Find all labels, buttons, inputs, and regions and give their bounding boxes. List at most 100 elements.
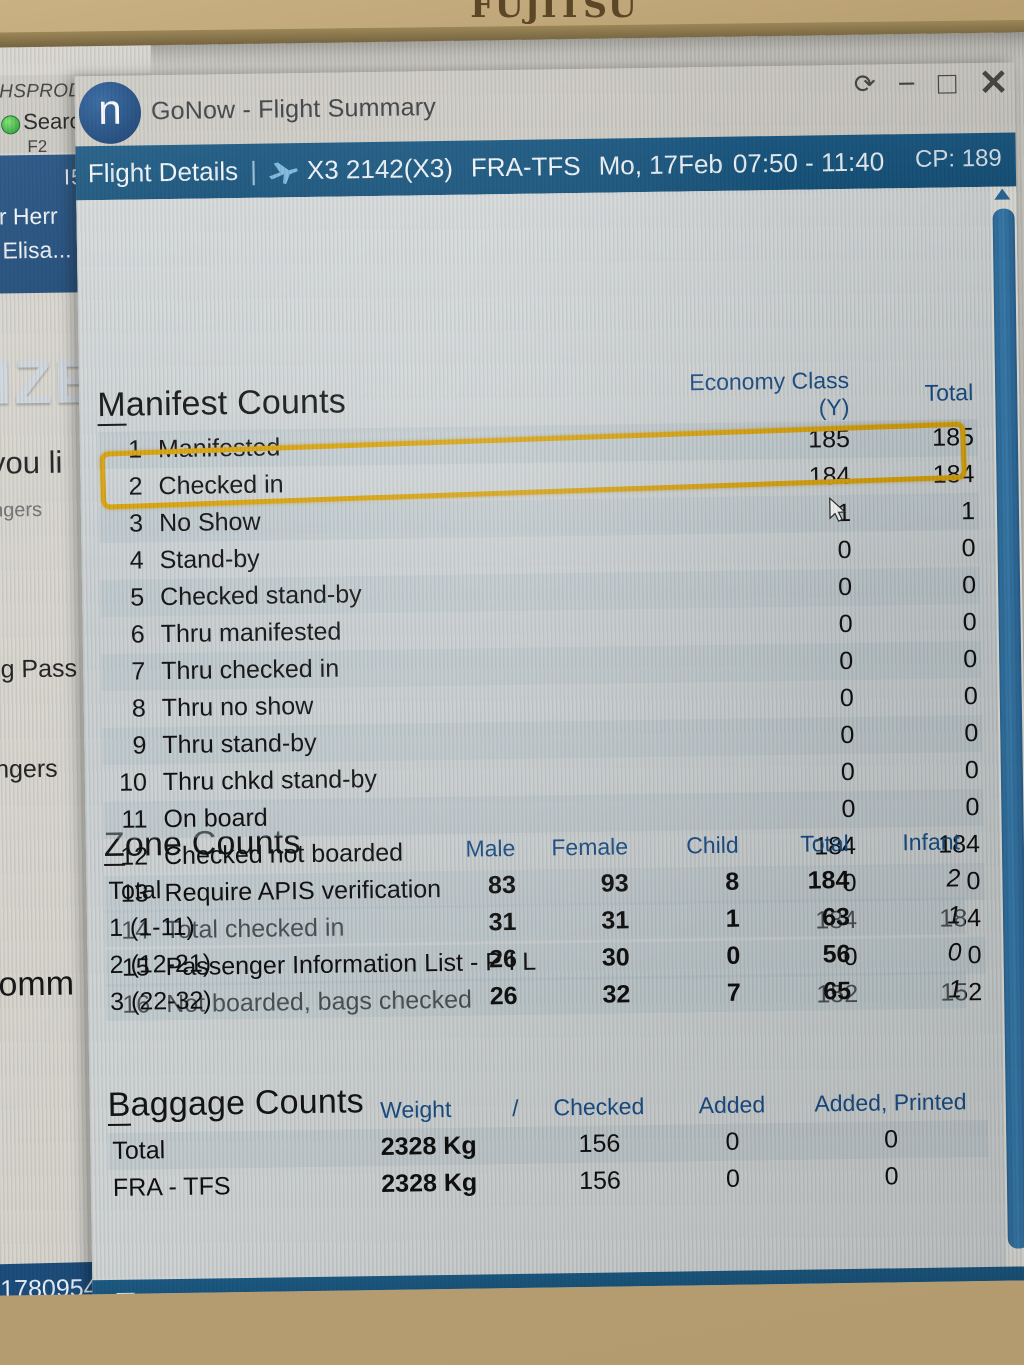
manifest-row-number: 10 [118,768,148,797]
baggage-checked-value: 156 [578,1129,621,1159]
manifest-row-number: 8 [131,694,147,723]
zone-col-header-total: Total [800,829,850,857]
manifest-economy-value: 0 [839,646,854,676]
flight-details-bar: Flight Details | X3 2142(X3) FRA-TFS Mo,… [75,132,1017,201]
manifest-row-number: 7 [131,657,146,686]
window-title: GoNow - Flight Summary [150,93,437,126]
refresh-icon[interactable]: ⟳ [853,68,876,99]
background-prompt: d you li [0,444,63,481]
zone-row-label: Total [108,876,162,905]
zone-total-value: 56 [822,939,851,969]
scroll-up-arrow-icon[interactable] [994,188,1011,200]
zone-infant-value: 1 [947,975,963,1004]
flight-details-separator: | [249,155,258,186]
zone-total-value: 184 [807,865,850,895]
zone-infant-value: 2 [946,864,961,893]
zone-total-value: 65 [822,976,852,1006]
zone-row-label: 3 (22-32) [109,986,212,1016]
zone-male-value: 83 [487,870,517,900]
manifest-economy-value: 0 [837,535,852,565]
baggage-col-header-added: Added [698,1091,766,1119]
zone-child-value: 8 [725,867,740,896]
manifest-total-value: 0 [961,571,977,600]
print-button-label: Print (Ctrl+P) [152,1289,298,1296]
manifest-total-value: 1 [960,497,976,526]
manifest-economy-value: 0 [838,609,853,639]
baggage-row-label: FRA - TFS [112,1172,231,1202]
zone-child-value: 7 [726,978,742,1007]
background-fragment-1: sengers [0,498,43,522]
zone-row-label: 2 (12-21) [109,949,212,979]
manifest-total-value: 0 [961,534,976,563]
zone-col-header-child: Child [686,831,739,859]
baggage-header-spacer [108,1092,381,1133]
baggage-slash-spacer [504,1164,528,1201]
zone-col-header-female: Female [551,833,629,861]
flight-date: Mo, 17Feb [598,148,724,181]
zone-male-value: 31 [488,907,517,937]
manifest-total-value: 0 [964,756,980,785]
baggage-slash-spacer [504,1127,528,1164]
zone-male-value: 26 [488,944,518,974]
window-controls: ⟳ − □ ✕ [853,61,1009,103]
zone-male-value: 26 [489,981,518,1011]
baggage-added-printed-value: 0 [884,1162,899,1191]
background-status-number: 061780954 [0,1274,98,1296]
flight-number: X3 2142(X3) [306,152,454,185]
manifest-total-value: 0 [963,645,978,674]
baggage-checked-value: 156 [578,1166,622,1196]
close-icon[interactable]: ✕ [978,61,1009,103]
manifest-row-number: 4 [129,546,144,575]
background-fragment-comm: Comm [0,964,75,1004]
background-passenger-name-2: dith Elisa... [0,236,72,264]
manifest-economy-value: 1 [836,498,852,528]
zone-col-header-infant: Infant [902,828,961,856]
window-footer: Print (Ctrl+P) ESC to close [92,1266,1024,1296]
flight-route: FRA-TFS [470,150,581,183]
baggage-row-label: Total [112,1136,166,1165]
manifest-row-number: 3 [128,509,144,538]
baggage-added-value: 0 [725,1127,740,1156]
baggage-col-header-weight: Weight [379,1095,452,1123]
mouse-cursor-icon [829,496,847,522]
manifest-total-value: 0 [963,682,978,711]
manifest-economy-value: 0 [839,683,854,713]
screen: PADHSPROD6 Searc F2 a I5E87C dgar Herr d… [0,31,1024,1296]
background-fragment-5: sengers [0,754,58,785]
airplane-icon [267,160,299,186]
flight-time-range: 07:50 - 11:40 [732,145,885,179]
flight-summary-window: n GoNow - Flight Summary ⟳ − □ ✕ Flight … [74,61,1024,1296]
baggage-weight-value: 2328 Kg [381,1168,478,1198]
zone-female-value: 31 [601,906,630,935]
manifest-total-value: 0 [965,793,980,822]
maximize-icon[interactable]: □ [937,65,957,101]
manifest-economy-value: 0 [837,572,853,602]
vertical-scrollbar[interactable] [990,186,1024,1267]
zone-col-header-male: Male [465,834,516,862]
manifest-row-number: 9 [132,731,147,760]
zone-row-label: 1 (1-11) [108,912,195,942]
background-passenger-name-1: dgar Herr [0,202,58,231]
manifest-header-spacer [97,370,660,432]
background-search-button[interactable]: Searc [22,108,81,135]
gonow-logo-icon: n [78,81,142,145]
zone-header-spacer [104,832,410,874]
scrollbar-thumb[interactable] [992,208,1024,1249]
zone-female-value: 32 [602,980,631,1009]
background-fragment-boarding-pass: ding Pass [0,654,78,685]
monitor-brand-logo: FUJITSU [470,0,638,25]
zone-female-value: 30 [601,943,630,972]
gonow-logo-letter: n [97,85,122,134]
baggage-counts-table: Weight / Checked Added Added, Printed Total 23… [108,1083,990,1207]
minimize-icon[interactable]: − [897,65,916,102]
zone-child-value: 1 [725,904,740,933]
manifest-col-header-economy: Economy Class (Y) [689,366,850,421]
manifest-economy-value: 0 [840,757,856,787]
print-button[interactable]: Print (Ctrl+P) [110,1289,298,1296]
baggage-added-printed-value: 0 [883,1125,899,1154]
printer-icon [110,1292,140,1296]
zone-total-value: 63 [821,902,851,932]
zone-infant-value: 0 [947,938,962,967]
zone-child-value: 0 [726,941,741,970]
